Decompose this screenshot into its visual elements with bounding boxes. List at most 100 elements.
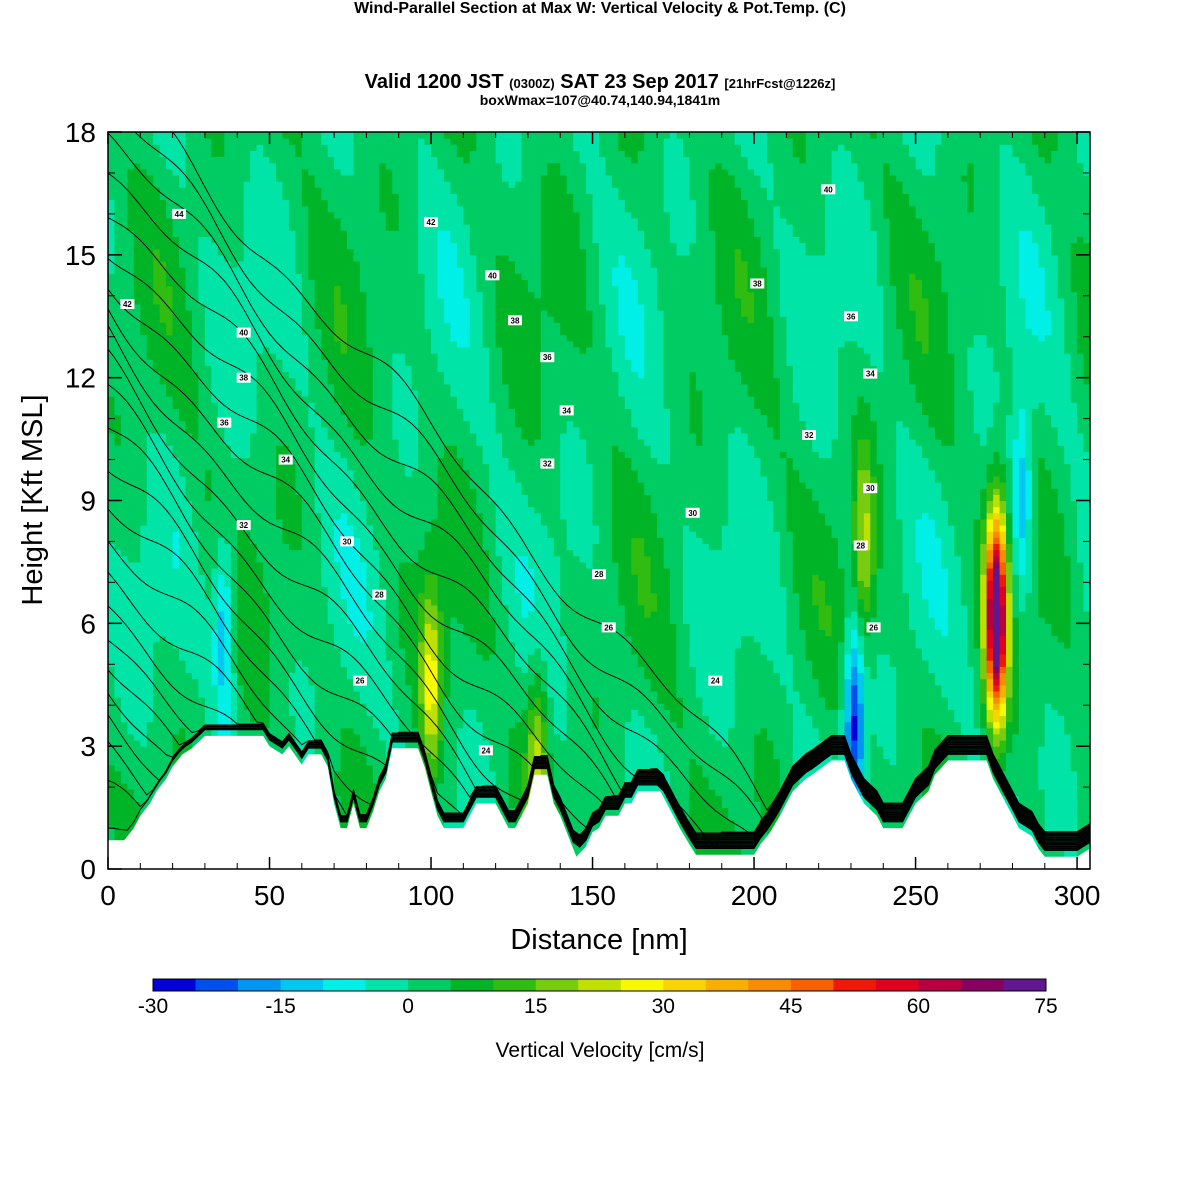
velocity-cell	[276, 611, 284, 618]
velocity-cell	[172, 297, 180, 305]
velocity-cell	[224, 267, 232, 274]
velocity-cell	[211, 340, 219, 348]
velocity-cell	[179, 549, 187, 557]
velocity-cell	[120, 175, 128, 182]
velocity-cell	[179, 500, 187, 508]
velocity-cell	[140, 789, 148, 796]
velocity-cell	[243, 604, 251, 612]
velocity-cell	[256, 328, 264, 336]
velocity-cell	[263, 328, 271, 336]
velocity-cell	[133, 304, 141, 311]
velocity-cell	[366, 703, 374, 710]
velocity-cell	[360, 598, 368, 606]
velocity-cell	[166, 426, 174, 434]
velocity-cell	[308, 156, 316, 164]
velocity-cell	[204, 353, 212, 360]
velocity-cell	[114, 660, 122, 667]
velocity-cell	[340, 439, 348, 446]
velocity-cell	[133, 764, 141, 772]
velocity-cell	[327, 181, 335, 188]
velocity-cell	[185, 347, 193, 354]
velocity-cell	[295, 150, 303, 158]
velocity-cell	[198, 334, 206, 342]
velocity-cell	[108, 635, 116, 643]
velocity-cell	[366, 389, 374, 397]
velocity-cell	[120, 623, 128, 630]
velocity-cell	[295, 365, 303, 373]
velocity-cell	[340, 525, 348, 532]
velocity-cell	[192, 248, 200, 256]
velocity-cell	[321, 445, 329, 452]
velocity-cell	[133, 654, 141, 661]
velocity-cell	[146, 629, 154, 637]
velocity-cell	[340, 199, 348, 207]
velocity-cell	[269, 506, 277, 514]
velocity-cell	[276, 660, 284, 667]
velocity-cell	[192, 568, 200, 575]
velocity-cell	[250, 518, 258, 526]
velocity-cell	[308, 291, 316, 299]
velocity-cell	[321, 211, 329, 219]
velocity-cell	[159, 703, 167, 710]
velocity-cell	[140, 224, 148, 231]
velocity-cell	[108, 175, 116, 182]
velocity-cell	[217, 340, 225, 348]
velocity-cell	[360, 482, 368, 489]
velocity-cell	[159, 279, 167, 287]
velocity-cell	[301, 752, 309, 759]
velocity-cell	[198, 463, 206, 471]
velocity-cell	[166, 494, 174, 502]
velocity-cell	[224, 304, 232, 311]
velocity-cell	[166, 175, 174, 182]
velocity-cell	[179, 181, 187, 188]
velocity-cell	[146, 721, 154, 729]
velocity-cell	[360, 537, 368, 544]
velocity-cell	[108, 168, 116, 176]
velocity-cell	[347, 408, 355, 416]
velocity-cell	[179, 310, 187, 317]
velocity-cell	[192, 617, 200, 624]
velocity-cell	[295, 310, 303, 317]
velocity-cell	[295, 733, 303, 741]
velocity-cell	[146, 746, 154, 753]
velocity-cell	[172, 396, 180, 403]
velocity-cell	[192, 684, 200, 692]
velocity-cell	[327, 463, 335, 471]
velocity-cell	[269, 414, 277, 422]
velocity-cell	[334, 193, 342, 201]
velocity-cell	[185, 168, 193, 176]
velocity-cell	[301, 279, 309, 287]
velocity-cell	[166, 580, 174, 587]
velocity-cell	[133, 156, 141, 164]
velocity-cell	[269, 574, 277, 581]
velocity-cell	[282, 482, 290, 489]
velocity-cell	[198, 568, 206, 575]
velocity-cell	[295, 537, 303, 544]
velocity-cell	[159, 328, 167, 336]
velocity-cell	[140, 764, 148, 772]
velocity-cell	[327, 340, 335, 348]
velocity-cell	[230, 181, 238, 188]
velocity-cell	[340, 132, 348, 139]
velocity-cell	[321, 365, 329, 373]
velocity-cell	[288, 518, 296, 526]
velocity-cell	[127, 617, 135, 624]
velocity-cell	[288, 672, 296, 680]
velocity-cell	[243, 144, 251, 151]
velocity-cell	[127, 150, 135, 158]
chart-title: Wind-Parallel Section at Max W: Vertical…	[354, 0, 846, 17]
velocity-cell	[185, 555, 193, 563]
velocity-cell	[204, 475, 212, 483]
velocity-cell	[172, 408, 180, 416]
velocity-cell	[179, 396, 187, 403]
velocity-cell	[140, 236, 148, 244]
velocity-cell	[288, 273, 296, 280]
velocity-cell	[237, 261, 245, 268]
velocity-cell	[372, 561, 380, 569]
velocity-cell	[314, 703, 322, 710]
velocity-cell	[263, 457, 271, 465]
velocity-cell	[153, 580, 161, 587]
velocity-cell	[366, 242, 374, 250]
velocity-cell	[166, 138, 174, 145]
velocity-cell	[166, 721, 174, 729]
